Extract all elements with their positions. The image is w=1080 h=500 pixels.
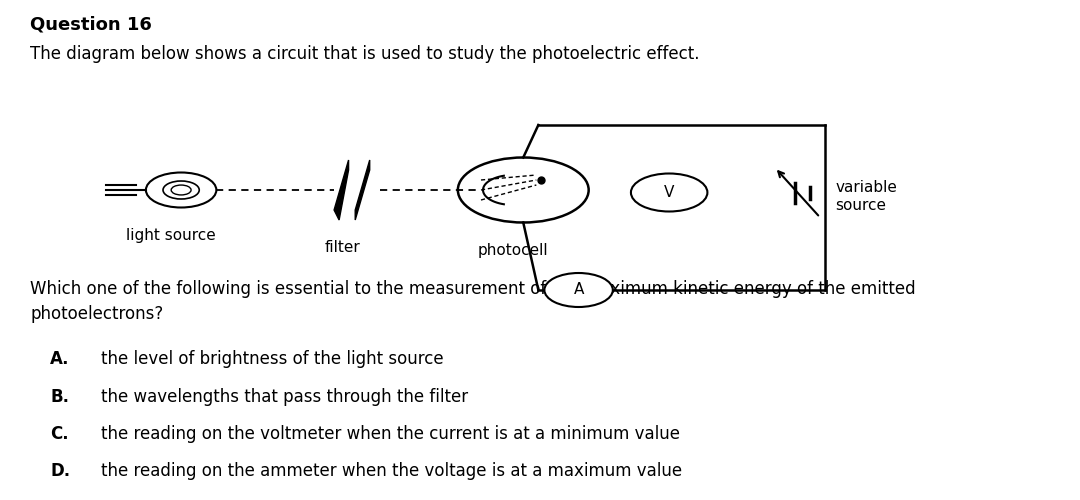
Circle shape: [544, 273, 612, 307]
Text: A: A: [573, 282, 584, 298]
Text: the reading on the voltmeter when the current is at a minimum value: the reading on the voltmeter when the cu…: [100, 425, 679, 443]
Text: The diagram below shows a circuit that is used to study the photoelectric effect: The diagram below shows a circuit that i…: [30, 45, 700, 63]
Polygon shape: [334, 160, 349, 220]
Text: variable: variable: [835, 180, 897, 195]
Text: Which one of the following is essential to the measurement of the maximum kineti: Which one of the following is essential …: [30, 280, 916, 323]
Text: the wavelengths that pass through the filter: the wavelengths that pass through the fi…: [100, 388, 468, 406]
Text: B.: B.: [51, 388, 69, 406]
Text: the reading on the ammeter when the voltage is at a maximum value: the reading on the ammeter when the volt…: [100, 462, 681, 480]
Text: C.: C.: [51, 425, 69, 443]
Text: A.: A.: [51, 350, 70, 368]
Circle shape: [631, 174, 707, 212]
Text: Question 16: Question 16: [30, 15, 152, 33]
Text: V: V: [664, 185, 674, 200]
Text: source: source: [835, 198, 887, 212]
Text: D.: D.: [51, 462, 70, 480]
Text: photocell: photocell: [477, 242, 549, 258]
Text: filter: filter: [324, 240, 360, 255]
Text: light source: light source: [126, 228, 216, 242]
Polygon shape: [355, 160, 369, 220]
Text: the level of brightness of the light source: the level of brightness of the light sou…: [100, 350, 443, 368]
